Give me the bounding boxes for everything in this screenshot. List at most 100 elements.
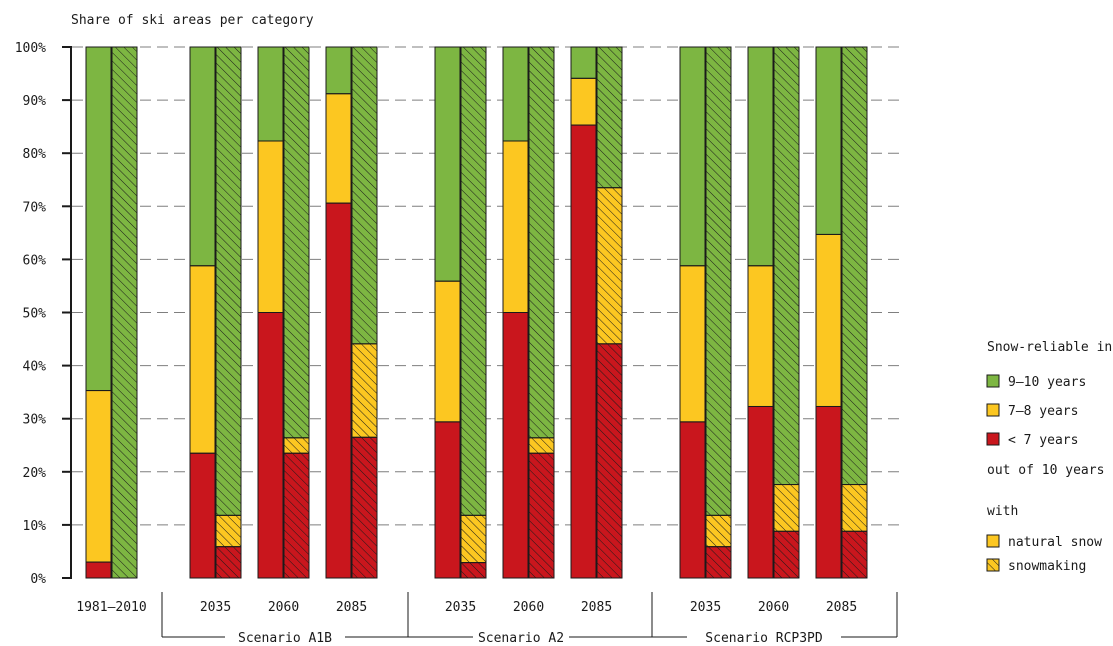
bar-segment-outline — [773, 46, 800, 486]
bar-segment-outline — [815, 46, 842, 235]
legend-swatch-9-10 — [986, 374, 1000, 388]
legend-with-label: with — [987, 504, 1018, 519]
hatch-overlay — [529, 453, 554, 578]
bar-segment-outline — [434, 46, 461, 282]
y-tick-label: 90% — [23, 94, 47, 109]
bar-segment-natural-9-10 — [571, 47, 596, 79]
bar-segment-outline — [528, 46, 555, 439]
scenario-label: Scenario A1B — [238, 631, 332, 646]
bar-segment-natural-lt7 — [258, 312, 283, 578]
bar-segment-outline — [325, 46, 352, 95]
bar-segment-natural-lt7 — [816, 406, 841, 578]
legend-title: Snow-reliable in — [987, 340, 1112, 355]
bar-segment-natural-9-10 — [816, 47, 841, 235]
hatch-overlay — [284, 453, 309, 578]
hatch-overlay — [461, 515, 486, 563]
bar-segment-natural-lt7 — [571, 125, 596, 578]
scenario-brackets: Scenario A1B Scenario A2 Scenario RCP3PD — [161, 592, 898, 646]
bar-segment-outline — [189, 46, 216, 267]
legend-label: < 7 years — [1008, 433, 1078, 448]
bar-segment-natural-7-8 — [86, 390, 111, 563]
chart-title: Share of ski areas per category — [71, 13, 314, 28]
bar-segment-outline — [747, 46, 774, 267]
bar-segment-natural-9-10 — [258, 47, 283, 141]
hatch-overlay — [284, 437, 309, 454]
y-tick-label: 20% — [23, 466, 47, 481]
hatch-overlay — [216, 546, 241, 578]
hatch-overlay — [216, 47, 241, 516]
hatch-overlay — [597, 47, 622, 188]
bar-segment-natural-7-8 — [680, 265, 705, 422]
bar-segment-natural-7-8 — [326, 93, 351, 204]
bar-segment-outline — [257, 46, 284, 142]
bar-segment-natural-7-8 — [571, 78, 596, 126]
hatch-overlay — [461, 47, 486, 516]
bar-segment-natural-7-8 — [748, 265, 773, 407]
legend-label: snowmaking — [1008, 559, 1086, 574]
bar-segment-outline — [841, 46, 868, 486]
hatch-overlay — [461, 562, 486, 578]
x-tick-label: 2035 — [445, 600, 476, 615]
bar-segment-natural-9-10 — [748, 47, 773, 266]
x-tick-label: 1981–2010 — [76, 600, 146, 615]
bar-segment-natural-7-8 — [435, 281, 460, 422]
hatch-overlay — [112, 47, 137, 578]
bar-segment-outline — [705, 46, 732, 516]
bar-segment-natural-lt7 — [435, 421, 460, 578]
hatch-overlay — [774, 484, 799, 532]
hatch-overlay — [284, 47, 309, 438]
y-tick-label: 40% — [23, 360, 47, 375]
bar-segment-natural-9-10 — [503, 47, 528, 141]
hatch-overlay — [529, 437, 554, 454]
bar-segment-natural-lt7 — [748, 406, 773, 578]
bar-segment-natural-7-8 — [816, 234, 841, 407]
bars — [85, 46, 868, 579]
bar-segment-outline — [502, 46, 529, 142]
bar-segment-natural-9-10 — [190, 47, 215, 266]
bar-segment-natural-9-10 — [326, 47, 351, 94]
bar-segment-outline — [679, 46, 706, 267]
bar-segment-natural-lt7 — [190, 453, 215, 578]
bar-segment-natural-7-8 — [258, 140, 283, 313]
bar-segment-outline — [85, 46, 112, 392]
legend-subtitle: out of 10 years — [987, 463, 1104, 478]
legend: Snow-reliable in 9–10 years 7–8 years < 7 y… — [986, 340, 1112, 574]
bar-segment-outline — [596, 46, 623, 189]
y-tick-label: 10% — [23, 519, 47, 534]
legend-label: 9–10 years — [1008, 375, 1086, 390]
hatch-overlay — [352, 343, 377, 438]
hatch-overlay — [706, 515, 731, 547]
y-tick-label: 70% — [23, 200, 47, 215]
hatch-overlay — [842, 531, 867, 578]
hatch-overlay — [597, 187, 622, 344]
bar-segment-outline — [215, 46, 242, 516]
bar-segment-natural-7-8 — [503, 140, 528, 313]
hatch-overlay — [529, 47, 554, 438]
bar-segment-natural-lt7 — [326, 203, 351, 578]
y-tick-label: 80% — [23, 147, 47, 162]
bar-segment-outline — [570, 46, 597, 79]
bar-segment-natural-lt7 — [86, 562, 111, 578]
hatch-overlay — [216, 515, 241, 547]
legend-swatch-lt7 — [986, 432, 1000, 446]
y-axis: 0% 10% 20% 30% 40% 50% 60% 70% 80% 90% 100% — [15, 41, 72, 587]
hatch-overlay — [842, 484, 867, 532]
hatch-overlay — [842, 47, 867, 485]
x-tick-label: 2060 — [513, 600, 544, 615]
hatch-overlay — [352, 47, 377, 344]
hatch-overlay — [774, 47, 799, 485]
hatch-overlay — [352, 437, 377, 578]
hatch-overlay — [706, 546, 731, 578]
legend-label: natural snow — [1008, 535, 1102, 550]
hatch-overlay — [597, 343, 622, 578]
y-tick-label: 100% — [15, 41, 46, 56]
x-tick-label: 2060 — [758, 600, 789, 615]
x-tick-label: 2060 — [268, 600, 299, 615]
bar-segment-natural-lt7 — [680, 421, 705, 578]
scenario-label: Scenario RCP3PD — [705, 631, 823, 646]
bar-segment-natural-lt7 — [503, 312, 528, 578]
legend-swatch-7-8 — [986, 403, 1000, 417]
bar-segment-outline — [351, 46, 378, 345]
scenario-label: Scenario A2 — [478, 631, 564, 646]
